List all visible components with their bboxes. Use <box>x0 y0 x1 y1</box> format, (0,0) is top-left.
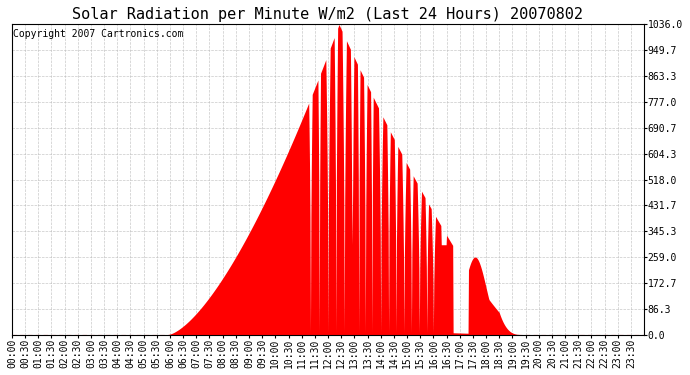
Title: Solar Radiation per Minute W/m2 (Last 24 Hours) 20070802: Solar Radiation per Minute W/m2 (Last 24… <box>72 7 583 22</box>
Text: Copyright 2007 Cartronics.com: Copyright 2007 Cartronics.com <box>13 29 184 39</box>
